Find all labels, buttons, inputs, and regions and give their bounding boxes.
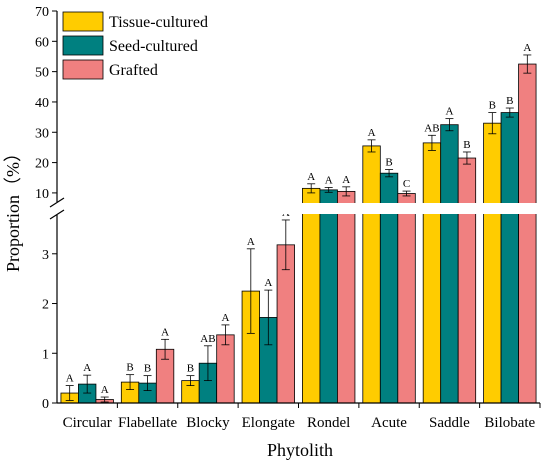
significance-letter: B [506, 95, 513, 107]
y-tick-label: 30 [35, 126, 49, 141]
significance-letter: A [221, 312, 229, 324]
x-tick-label: Rondel [307, 415, 350, 431]
axis-break-mark [49, 197, 65, 208]
axes-layer: Circular Flabellate Blocky Elongate Rondel Ac… [35, 5, 541, 431]
y-tick-label: 20 [35, 157, 49, 172]
significance-letter: A [445, 106, 453, 118]
legend-label: Tissue-cultured [109, 14, 208, 31]
significance-letter: AB [424, 122, 439, 134]
significance-letter: A [101, 384, 109, 396]
y-tick-label: 3 [42, 248, 49, 263]
x-tick-label: Bilobate [484, 415, 535, 431]
significance-letter: B [385, 157, 392, 169]
significance-letter: C [403, 178, 410, 190]
significance-letter: A [523, 42, 531, 54]
significance-letter: B [144, 363, 151, 375]
significance-letter: B [463, 139, 470, 151]
bar [397, 193, 416, 404]
bar [457, 157, 477, 404]
significance-letter: A [325, 174, 333, 186]
significance-letter: A [342, 174, 350, 186]
y-tick-label: 60 [35, 35, 49, 50]
axis-break-band [58, 203, 541, 214]
y-tick-label: 40 [35, 96, 49, 111]
legend: Tissue-cultured Seed-cultured Grafted [62, 11, 208, 80]
significance-letter: B [187, 363, 194, 375]
significance-letter: A [247, 236, 255, 248]
significance-letter: A [66, 373, 74, 385]
y-tick-label: 70 [35, 5, 49, 20]
y-tick-label: 2 [42, 298, 49, 313]
bar [500, 112, 519, 404]
bar [302, 187, 321, 404]
y-tick-label: 50 [35, 66, 49, 81]
x-tick-label: Circular [63, 415, 112, 431]
bar [319, 189, 338, 404]
axis-break-mark [49, 209, 65, 220]
x-tick-label: Saddle [429, 415, 470, 431]
significance-letter: B [126, 362, 133, 374]
legend-swatch [62, 35, 104, 56]
legend-swatch [62, 11, 104, 32]
bar-layer: AAABBABABAAAAAAAABCABABBBA [60, 42, 537, 404]
x-axis-label: Phytolith [267, 440, 333, 460]
significance-letter: A [83, 362, 91, 374]
legend-label: Seed-cultured [109, 38, 198, 55]
y-axis-label: Proportion（%） [3, 144, 23, 272]
bar [440, 124, 459, 404]
x-tick-label: Acute [371, 415, 407, 431]
x-tick-label: Flabellate [118, 415, 177, 431]
bar [362, 145, 381, 404]
significance-letter: AB [200, 333, 215, 345]
significance-letter: A [161, 326, 169, 338]
y-tick-label: 10 [35, 187, 49, 202]
x-tick-label: Elongate [242, 415, 296, 431]
bar [483, 122, 502, 404]
x-tick-label: Blocky [186, 415, 230, 431]
bar [422, 142, 442, 404]
y-tick-label: 1 [42, 347, 49, 362]
significance-letter: B [489, 100, 496, 112]
bar [337, 190, 356, 404]
significance-letter: A [368, 127, 376, 139]
legend-swatch [62, 59, 104, 80]
significance-letter: A [307, 171, 315, 183]
significance-letter: A [264, 277, 272, 289]
bar [518, 63, 537, 404]
legend-label: Grafted [109, 62, 158, 79]
y-tick-label: 0 [42, 397, 49, 412]
